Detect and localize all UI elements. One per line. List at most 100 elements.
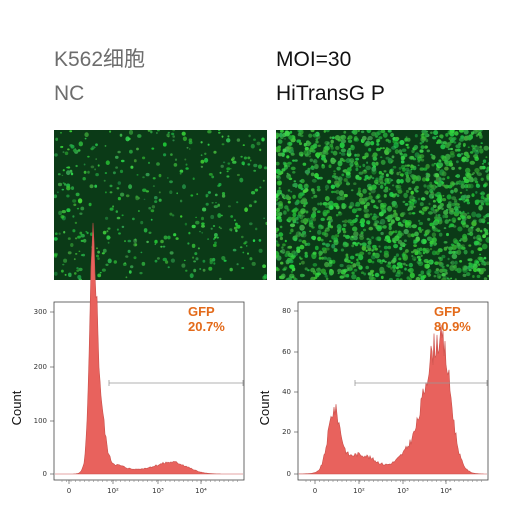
cell-spot: [137, 134, 142, 138]
cell-spot: [475, 260, 480, 264]
cell-spot: [410, 174, 415, 178]
cell-spot: [481, 261, 487, 266]
cell-spot: [468, 183, 474, 189]
cell-spot: [293, 182, 298, 188]
cell-spot: [329, 271, 334, 276]
cell-spot: [325, 204, 329, 209]
cell-spot: [243, 242, 247, 245]
cell-spot: [193, 260, 197, 263]
cell-spot: [236, 263, 239, 266]
cell-spot: [115, 166, 118, 169]
cell-spot: [84, 137, 87, 140]
cell-spot: [481, 243, 488, 250]
cell-spot: [387, 139, 392, 144]
cell-spot: [419, 149, 424, 153]
cell-spot: [349, 162, 354, 167]
cell-spot: [408, 267, 414, 273]
cell-spot: [259, 186, 262, 189]
cell-spot: [382, 225, 387, 229]
cell-spot: [249, 257, 253, 261]
cell-spot: [341, 173, 345, 177]
cell-spot: [355, 208, 359, 211]
cell-spot: [62, 263, 65, 266]
cell-spot: [172, 139, 175, 142]
cell-spot: [185, 163, 188, 166]
cell-spot: [469, 151, 474, 154]
cell-spot: [477, 237, 481, 240]
cell-spot: [278, 212, 283, 216]
cell-spot: [410, 233, 415, 238]
cell-spot: [310, 130, 315, 133]
cell-spot: [431, 232, 437, 238]
cell-spot: [345, 273, 350, 278]
cell-spot: [425, 163, 430, 169]
cell-spot: [293, 237, 298, 242]
cell-spot: [382, 204, 386, 208]
cell-spot: [125, 136, 130, 142]
cell-spot: [355, 214, 359, 218]
cell-spot: [421, 177, 427, 182]
cell-spot: [289, 223, 296, 228]
cell-spot: [463, 200, 466, 203]
cell-spot: [392, 257, 397, 263]
cell-spot: [360, 130, 365, 134]
cell-spot: [353, 182, 357, 185]
cell-spot: [276, 227, 280, 232]
cell-spot: [412, 157, 417, 161]
cell-spot: [276, 234, 279, 238]
cell-spot: [456, 180, 460, 185]
cell-spot: [354, 217, 358, 222]
cell-spot: [218, 182, 222, 187]
cell-spot: [447, 141, 452, 146]
cell-spot: [360, 271, 365, 274]
cell-spot: [408, 212, 412, 215]
cell-spot: [456, 267, 462, 274]
cell-spot: [85, 230, 88, 233]
cell-spot: [339, 152, 342, 154]
cell-spot: [66, 170, 71, 176]
cell-spot: [173, 163, 178, 167]
cell-spot: [447, 148, 451, 151]
cell-spot: [471, 193, 475, 197]
cell-spot: [327, 141, 330, 145]
cell-spot: [317, 210, 321, 213]
cell-spot: [208, 173, 213, 176]
cell-spot: [415, 190, 419, 193]
cell-spot: [457, 226, 463, 232]
cell-spot: [239, 177, 244, 183]
cell-spot: [381, 270, 386, 274]
cell-spot: [481, 162, 485, 165]
cell-spot: [359, 251, 365, 256]
cell-spot: [103, 179, 106, 182]
cell-spot: [458, 198, 462, 201]
cell-spot: [317, 229, 322, 235]
cell-spot: [483, 197, 487, 200]
cell-spot: [351, 235, 354, 239]
cell-spot: [479, 148, 484, 154]
cell-spot: [379, 174, 384, 179]
cell-spot: [171, 214, 175, 217]
cell-spot: [173, 233, 177, 237]
cell-spot: [466, 215, 472, 219]
right-title: MOI=30: [276, 48, 352, 71]
cell-spot: [344, 219, 348, 224]
cell-spot: [341, 203, 346, 207]
cell-spot: [358, 192, 364, 198]
cell-spot: [55, 137, 59, 141]
cell-spot: [201, 222, 205, 225]
cell-spot: [233, 219, 236, 222]
cell-spot: [188, 231, 191, 235]
cell-spot: [376, 258, 382, 263]
cell-spot: [440, 136, 444, 139]
cell-spot: [127, 239, 132, 243]
cell-spot: [62, 182, 65, 184]
cell-spot: [448, 250, 453, 255]
cell-spot: [221, 256, 226, 261]
cell-spot: [290, 190, 293, 193]
cell-spot: [433, 162, 437, 165]
cell-spot: [456, 153, 462, 158]
cell-spot: [115, 155, 119, 159]
cell-spot: [250, 143, 255, 149]
cell-spot: [483, 277, 488, 280]
cell-spot: [303, 204, 306, 208]
